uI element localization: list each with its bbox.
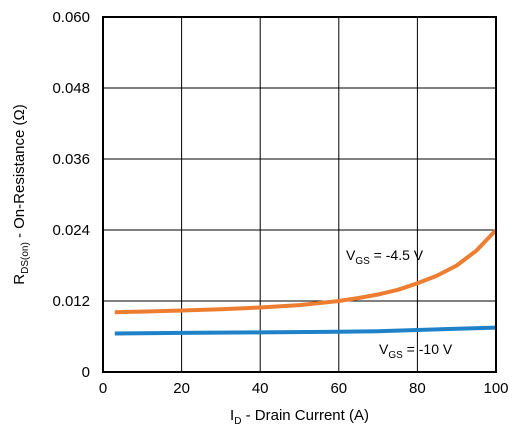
series-line-1 — [114, 325, 497, 336]
x-tick-label: 20 — [173, 380, 190, 397]
y-tick-label: 0.036 — [52, 151, 90, 168]
x-tick-label: 60 — [330, 380, 347, 397]
x-axis-label: ID - Drain Current (A) — [230, 407, 369, 427]
y-tick-label: 0.012 — [52, 293, 90, 310]
grid-lines — [103, 17, 496, 372]
y-tick-label: 0.048 — [52, 80, 90, 97]
y-tick-labels: 0 0.012 0.024 0.036 0.048 0.060 — [52, 9, 90, 381]
x-tick-label: 40 — [252, 380, 269, 397]
x-tick-labels: 0 20 40 60 80 100 — [99, 380, 509, 397]
x-tick-label: 0 — [99, 380, 107, 397]
series-lines — [114, 228, 498, 336]
y-tick-label: 0 — [82, 364, 90, 381]
y-tick-label: 0.060 — [52, 9, 90, 26]
x-tick-label: 100 — [483, 380, 508, 397]
series-line-0 — [114, 228, 498, 315]
x-tick-label: 80 — [409, 380, 426, 397]
y-axis-label: RDS(on) - On-Resistance (Ω) — [11, 104, 31, 284]
plot-frame — [102, 16, 497, 373]
y-tick-label: 0.024 — [52, 222, 90, 239]
series-label-vgs-4p5: VGS = -4.5 V — [346, 247, 424, 267]
series-label-vgs-10: VGS = -10 V — [379, 341, 453, 361]
